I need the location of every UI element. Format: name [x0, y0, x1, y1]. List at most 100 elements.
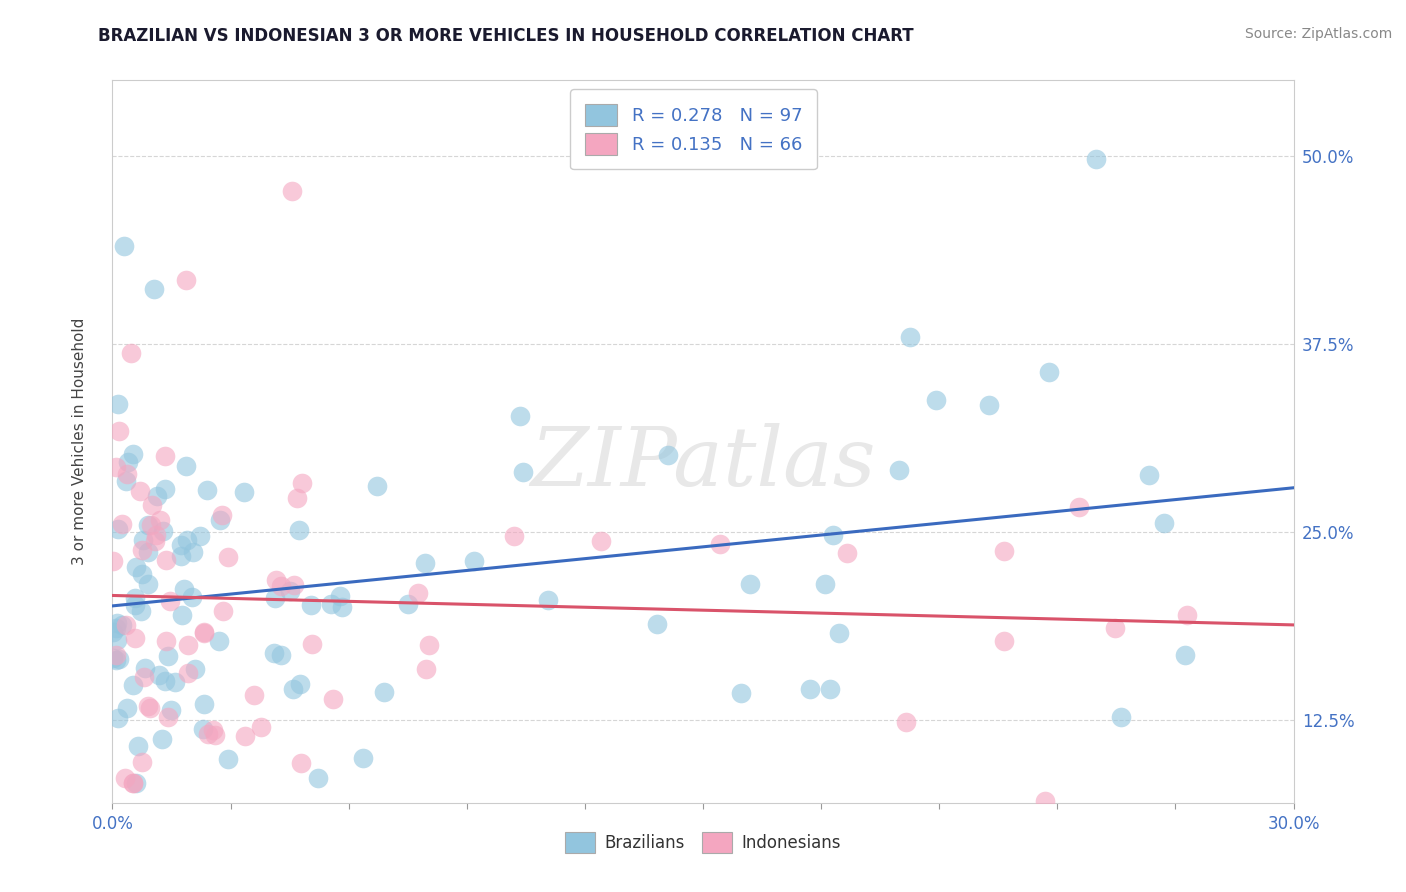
Point [173, 582, 195, 596]
Point [396, 597, 419, 611]
Point [129, 603, 152, 617]
Text: BRAZILIAN VS INDONESIAN 3 OR MORE VEHICLES IN HOUSEHOLD CORRELATION CHART: BRAZILIAN VS INDONESIAN 3 OR MORE VEHICL… [98, 27, 914, 45]
Point [170, 549, 193, 563]
Point [172, 607, 194, 622]
Point [101, 651, 124, 665]
Point [134, 661, 156, 675]
Point [157, 710, 180, 724]
Point [122, 677, 145, 691]
Point [278, 584, 301, 599]
Point [115, 467, 138, 481]
Text: Source: ZipAtlas.com: Source: ZipAtlas.com [1244, 27, 1392, 41]
Point [176, 273, 198, 287]
Point [1104, 621, 1126, 635]
Point [1085, 153, 1108, 167]
Point [105, 653, 128, 667]
Point [281, 184, 304, 198]
Point [821, 527, 844, 541]
Point [117, 700, 139, 714]
Point [131, 755, 153, 769]
Point [124, 598, 146, 612]
Point [896, 715, 918, 730]
Point [738, 577, 761, 591]
Point [1153, 516, 1175, 530]
Point [138, 545, 160, 559]
Point [122, 776, 145, 790]
Point [319, 597, 342, 611]
Point [415, 662, 437, 676]
Point [125, 560, 148, 574]
Point [1137, 468, 1160, 483]
Point [730, 686, 752, 700]
Point [111, 618, 134, 632]
Point [799, 681, 821, 696]
Point [509, 409, 531, 424]
Point [105, 459, 128, 474]
Point [217, 752, 239, 766]
Point [418, 638, 440, 652]
Point [149, 513, 172, 527]
Point [406, 586, 429, 600]
Point [136, 577, 159, 591]
Point [124, 591, 146, 605]
Point [136, 698, 159, 713]
Point [193, 722, 215, 736]
Point [898, 330, 921, 344]
Point [125, 776, 148, 790]
Point [181, 591, 204, 605]
Point [176, 533, 198, 547]
Point [814, 577, 837, 591]
Point [101, 554, 124, 568]
Point [233, 729, 256, 743]
Point [132, 533, 155, 548]
Point [330, 599, 353, 614]
Point [197, 727, 219, 741]
Point [709, 537, 731, 551]
Point [146, 490, 169, 504]
Point [150, 731, 173, 746]
Point [250, 720, 273, 734]
Point [155, 553, 177, 567]
Point [145, 528, 167, 542]
Point [114, 239, 136, 253]
Point [283, 578, 305, 592]
Point [979, 399, 1001, 413]
Point [502, 529, 524, 543]
Point [1177, 607, 1199, 622]
Point [193, 624, 215, 639]
Point [288, 677, 311, 691]
Point [114, 618, 136, 632]
Point [111, 517, 134, 532]
Point [1109, 710, 1132, 724]
Point [160, 703, 183, 717]
Point [107, 396, 129, 410]
Point [127, 739, 149, 753]
Point [413, 556, 436, 570]
Point [208, 634, 231, 648]
Point [366, 479, 388, 493]
Point [148, 667, 170, 681]
Point [285, 491, 308, 505]
Point [322, 691, 344, 706]
Point [1174, 648, 1197, 662]
Point [108, 652, 131, 666]
Point [283, 681, 305, 696]
Point [184, 663, 207, 677]
Point [993, 633, 1015, 648]
Point [195, 483, 218, 498]
Point [217, 550, 239, 565]
Point [993, 544, 1015, 558]
Point [291, 476, 314, 491]
Point [105, 648, 128, 662]
Point [647, 616, 669, 631]
Point [1033, 794, 1056, 808]
Point [156, 648, 179, 663]
Point [165, 675, 187, 690]
Point [155, 634, 177, 648]
Point [105, 616, 128, 631]
Point [242, 688, 264, 702]
Point [152, 524, 174, 539]
Point [108, 425, 131, 439]
Point [142, 282, 165, 296]
Point [1038, 365, 1060, 379]
